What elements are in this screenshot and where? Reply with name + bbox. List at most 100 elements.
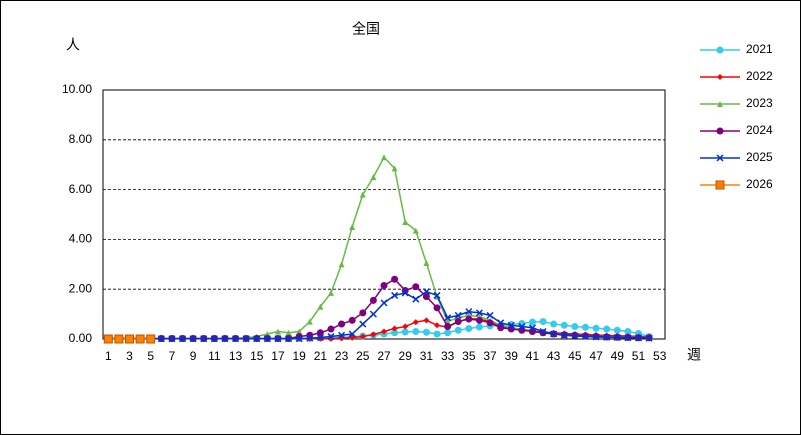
x-tick-label: 15	[250, 349, 264, 363]
marker	[613, 326, 621, 334]
x-tick-label: 31	[420, 349, 434, 363]
y-tick-label: 10.00	[62, 82, 92, 96]
marker	[210, 335, 218, 343]
marker	[550, 320, 558, 328]
x-tick-label: 43	[547, 349, 561, 363]
x-tick-label: 5	[147, 349, 154, 363]
marker	[402, 218, 409, 225]
legend-marker	[717, 74, 723, 80]
legend-marker	[715, 180, 725, 190]
y-axis-label: 人	[66, 37, 80, 53]
marker	[475, 309, 483, 317]
marker	[391, 325, 398, 332]
x-tick-label: 39	[505, 349, 519, 363]
marker	[221, 335, 229, 343]
marker	[348, 316, 356, 324]
marker	[285, 335, 293, 343]
marker	[528, 324, 536, 332]
marker	[253, 335, 261, 343]
marker	[359, 333, 366, 340]
marker	[603, 325, 611, 333]
marker	[381, 154, 387, 161]
marker	[232, 335, 240, 343]
marker	[571, 323, 579, 331]
marker	[592, 333, 600, 341]
marker	[338, 331, 346, 339]
marker	[423, 260, 430, 267]
marker	[412, 227, 419, 234]
marker	[316, 329, 324, 337]
marker	[380, 281, 388, 289]
marker	[327, 289, 334, 296]
marker	[423, 317, 430, 324]
marker	[369, 296, 377, 304]
marker	[528, 318, 536, 326]
marker	[146, 334, 156, 344]
marker	[412, 328, 420, 336]
x-tick-label: 13	[229, 349, 243, 363]
marker	[475, 316, 483, 324]
marker	[263, 335, 271, 343]
marker	[412, 283, 420, 291]
x-tick-label: 27	[377, 349, 391, 363]
marker	[603, 333, 611, 341]
marker	[433, 304, 441, 312]
marker	[296, 328, 303, 335]
x-tick-label: 7	[169, 349, 176, 363]
legend-marker	[716, 46, 724, 54]
legend-marker	[716, 154, 724, 162]
x-tick-label: 47	[589, 349, 603, 363]
legend-label: 2023	[746, 96, 773, 110]
marker	[274, 335, 282, 343]
marker	[444, 323, 452, 331]
x-axis-label: 週	[687, 347, 701, 363]
marker	[560, 321, 568, 329]
x-tick-label: 51	[632, 349, 646, 363]
marker	[391, 291, 399, 299]
x-tick-label: 21	[314, 349, 328, 363]
x-tick-label: 17	[271, 349, 285, 363]
marker	[550, 330, 558, 338]
x-tick-label: 49	[611, 349, 625, 363]
marker	[370, 174, 377, 181]
marker	[613, 333, 621, 342]
marker	[317, 303, 324, 310]
marker	[422, 328, 430, 336]
marker	[465, 308, 473, 316]
marker	[274, 328, 281, 335]
legend-marker	[717, 101, 723, 107]
marker	[412, 295, 420, 303]
legend-label: 2026	[746, 177, 773, 191]
marker	[178, 335, 187, 343]
marker	[497, 324, 505, 332]
y-tick-label: 2.00	[69, 281, 93, 295]
marker	[349, 223, 356, 230]
marker	[571, 332, 579, 340]
marker	[592, 324, 600, 332]
marker	[103, 334, 113, 344]
marker	[486, 319, 494, 327]
marker	[157, 335, 165, 343]
marker	[338, 261, 345, 268]
marker	[125, 334, 135, 344]
marker	[348, 330, 356, 338]
x-tick-label: 9	[190, 349, 197, 363]
y-tick-label: 6.00	[69, 182, 93, 196]
marker	[422, 293, 430, 301]
marker	[370, 331, 377, 338]
x-tick-label: 3	[126, 349, 133, 363]
marker	[114, 334, 124, 344]
x-tick-label: 53	[653, 349, 667, 363]
marker	[465, 325, 473, 333]
x-tick-label: 25	[356, 349, 370, 363]
marker	[391, 275, 399, 283]
marker	[560, 331, 568, 339]
marker	[433, 291, 441, 299]
marker	[327, 332, 335, 341]
x-tick-label: 35	[462, 349, 476, 363]
marker	[581, 323, 589, 331]
x-tick-label: 37	[483, 349, 497, 363]
marker	[465, 315, 473, 323]
y-tick-label: 4.00	[69, 232, 93, 246]
